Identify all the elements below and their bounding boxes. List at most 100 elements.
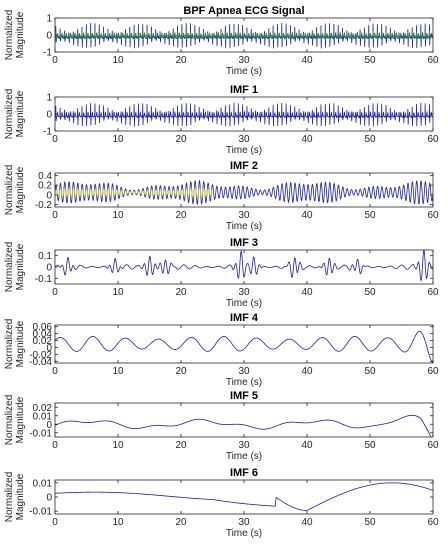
x-tick-label: 30	[238, 134, 250, 145]
x-tick-label: 30	[238, 210, 250, 221]
x-axis-label: Time (s)	[226, 221, 262, 232]
y-tick-label: -0.2	[35, 200, 53, 211]
series-line-1	[55, 482, 433, 511]
x-axis-label: Time (s)	[226, 66, 262, 77]
subplot-title: IMF 1	[230, 84, 258, 96]
y-axis-label-line-1: Normalized	[4, 89, 15, 140]
x-tick-label: 0	[52, 517, 58, 528]
y-axis-label-line-2: Magnitude	[15, 11, 26, 58]
x-tick-label: 60	[427, 55, 439, 66]
x-tick-label: 50	[364, 55, 376, 66]
x-tick-label: 40	[301, 210, 313, 221]
y-tick-label: -0.04	[29, 357, 52, 368]
subplot-title: IMF 4	[230, 312, 259, 324]
y-tick-label: 0.06	[33, 322, 53, 333]
x-tick-label: 20	[175, 287, 187, 298]
x-tick-label: 0	[52, 210, 58, 221]
x-tick-label: 50	[364, 134, 376, 145]
x-tick-label: 0	[52, 440, 58, 451]
x-tick-label: 10	[112, 134, 124, 145]
x-axis-label: Time (s)	[226, 528, 262, 539]
x-tick-label: 20	[175, 55, 187, 66]
series-line-1	[55, 330, 433, 363]
x-tick-label: 0	[52, 134, 58, 145]
subplot-title: IMF 3	[230, 237, 258, 249]
x-tick-label: 50	[364, 210, 376, 221]
series-line-1	[55, 250, 433, 282]
x-tick-label: 20	[175, 366, 187, 377]
x-tick-label: 40	[301, 366, 313, 377]
y-tick-label: 0.02	[33, 336, 53, 347]
x-tick-label: 30	[238, 440, 250, 451]
y-tick-label: 0.04	[33, 329, 53, 340]
subplot-title: IMF 2	[230, 160, 258, 172]
y-axis-label-line-2: Magnitude	[15, 320, 26, 367]
y-tick-label: 0	[46, 110, 52, 121]
y-tick-label: -1	[43, 127, 52, 138]
x-tick-label: 20	[175, 134, 187, 145]
x-tick-label: 10	[112, 287, 124, 298]
y-tick-label: 0.02	[33, 403, 53, 414]
subplot-title: IMF 5	[230, 390, 258, 402]
y-axis-label-line-1: Normalized	[4, 242, 15, 293]
axes-frame	[54, 479, 434, 515]
y-tick-label: -0.02	[29, 350, 52, 361]
y-tick-label: 0	[46, 190, 52, 201]
y-axis-label-line-2: Magnitude	[15, 90, 26, 137]
x-axis-label: Time (s)	[226, 298, 262, 309]
subplot-title: IMF 6	[230, 467, 258, 479]
y-axis-label-line-2: Magnitude	[15, 396, 26, 443]
y-tick-label: 0.1	[38, 251, 52, 262]
y-tick-label: 0	[46, 263, 52, 274]
x-axis-label: Time (s)	[226, 377, 262, 388]
x-tick-label: 10	[112, 210, 124, 221]
x-tick-label: 10	[112, 55, 124, 66]
subplot-title: BPF Apnea ECG Signal	[183, 5, 304, 17]
x-tick-label: 60	[427, 287, 439, 298]
x-tick-label: 30	[238, 517, 250, 528]
x-tick-label: 0	[52, 55, 58, 66]
y-axis-label-line-2: Magnitude	[15, 243, 26, 290]
x-tick-label: 20	[175, 210, 187, 221]
x-tick-label: 40	[301, 134, 313, 145]
series-line-1	[55, 102, 433, 127]
x-tick-label: 20	[175, 440, 187, 451]
y-tick-label: 0.2	[38, 181, 52, 192]
y-tick-label: 0	[46, 31, 52, 42]
x-tick-label: 60	[427, 366, 439, 377]
x-tick-label: 20	[175, 517, 187, 528]
x-tick-label: 50	[364, 517, 376, 528]
y-axis-label-line-1: Normalized	[4, 165, 15, 216]
x-tick-label: 60	[427, 210, 439, 221]
y-tick-label: 1	[46, 14, 52, 25]
y-axis-label-line-1: Normalized	[4, 472, 15, 523]
x-tick-label: 40	[301, 517, 313, 528]
x-tick-label: 60	[427, 517, 439, 528]
x-axis-label: Time (s)	[226, 145, 262, 156]
x-tick-label: 10	[112, 440, 124, 451]
x-tick-label: 10	[112, 517, 124, 528]
y-tick-label: 0.01	[33, 478, 53, 489]
series-line-1	[55, 414, 432, 437]
y-axis-label-line-2: Magnitude	[15, 166, 26, 213]
x-tick-label: 0	[52, 366, 58, 377]
x-tick-label: 40	[301, 287, 313, 298]
x-tick-label: 40	[301, 440, 313, 451]
y-tick-label: 1	[46, 93, 52, 104]
y-tick-label: -0.01	[29, 428, 52, 439]
y-tick-label: -1	[43, 48, 52, 59]
x-tick-label: 30	[238, 287, 250, 298]
series-line-2	[55, 186, 213, 199]
x-tick-label: 50	[364, 287, 376, 298]
series-line-2	[55, 29, 433, 41]
y-tick-label: 0.01	[33, 411, 53, 422]
x-tick-label: 60	[427, 440, 439, 451]
x-tick-label: 30	[238, 366, 250, 377]
y-tick-label: -0.1	[35, 274, 53, 285]
x-tick-label: 30	[238, 55, 250, 66]
